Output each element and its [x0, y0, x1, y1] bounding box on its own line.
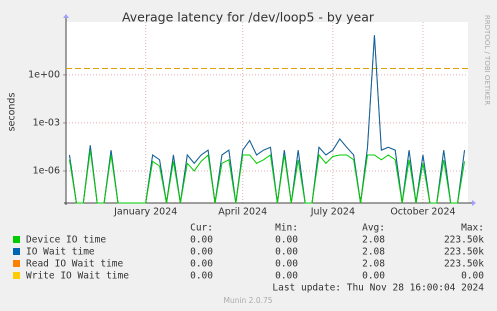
stat-value: 0.00 [275, 235, 298, 246]
stat-header: Cur: [190, 223, 213, 234]
legend-swatch [13, 260, 20, 267]
stat-value: 223.50k [444, 247, 484, 258]
legend-swatch [13, 236, 20, 243]
stat-value: 0.00 [190, 259, 213, 270]
stat-value: 0.00 [190, 235, 213, 246]
x-tick-label: January 2024 [113, 207, 177, 218]
stat-header: Min: [275, 223, 298, 234]
x-tick-label: July 2024 [310, 207, 355, 218]
legend-swatch [13, 248, 20, 255]
y-tick-label: 1e+00 [28, 69, 60, 80]
last-update: Last update: Thu Nov 28 16:00:04 2024 [272, 283, 484, 294]
legend-label: IO Wait time [26, 247, 95, 258]
x-tick-label: October 2024 [390, 207, 455, 218]
x-tick-label: April 2024 [218, 207, 267, 218]
series-line [68, 150, 466, 204]
axis-arrow [472, 200, 476, 206]
legend-label: Write IO Wait time [26, 271, 129, 282]
stat-header: Max: [461, 223, 484, 234]
stat-value: 2.08 [362, 259, 385, 270]
legend-label: Device IO time [26, 235, 106, 246]
stat-value: 0.00 [275, 259, 298, 270]
stat-value: 0.00 [190, 247, 213, 258]
stat-value: 223.50k [444, 235, 484, 246]
legend-swatch [13, 272, 20, 279]
side-text: RRDTOOL / TOBI OETIKER [483, 15, 491, 105]
legend-label: Read IO Wait time [26, 259, 124, 270]
stat-value: 0.00 [190, 271, 213, 282]
plot-area [66, 22, 468, 203]
stat-value: 0.00 [461, 271, 484, 282]
chart-title: Average latency for /dev/loop5 - by year [122, 10, 375, 25]
axis-arrow [63, 14, 69, 18]
stat-header: Avg: [362, 223, 385, 234]
stat-value: 2.08 [362, 235, 385, 246]
y-tick-label: 1e-06 [33, 165, 60, 176]
stat-value: 0.00 [275, 247, 298, 258]
y-axis-label: seconds [7, 93, 18, 132]
stat-value: 0.00 [362, 271, 385, 282]
footer: Munin 2.0.75 [223, 296, 272, 305]
stat-value: 223.50k [444, 259, 484, 270]
y-tick-label: 1e-03 [33, 117, 60, 128]
stat-value: 0.00 [275, 271, 298, 282]
stat-value: 2.08 [362, 247, 385, 258]
